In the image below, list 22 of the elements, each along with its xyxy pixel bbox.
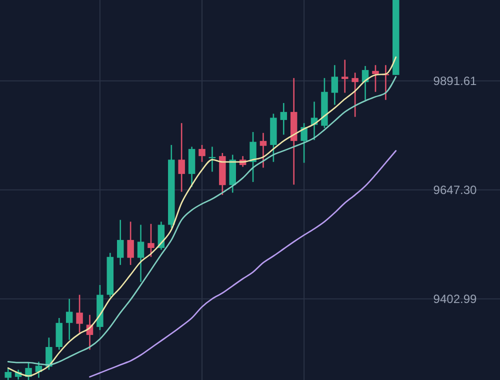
candlestick [116,219,124,266]
line-series [89,150,397,378]
candlestick [250,131,256,183]
candlestick [280,102,288,136]
candlestick [148,223,154,258]
candlestick [331,64,338,106]
y-tick-label: 9647.30 [433,183,478,198]
candlestick [76,294,83,334]
y-tick-label: 9891.61 [433,74,478,88]
candlestick [342,59,348,94]
candlestick [260,132,267,168]
candlestick [352,72,358,118]
candlestick [178,122,185,192]
y-tick-label: 9402.99 [433,292,478,306]
candlestick [46,336,52,370]
candlestick [4,367,12,380]
candlestick [66,298,73,341]
candlestick [137,224,144,283]
candlestick [127,221,134,266]
candlestick [300,122,308,164]
candlestick [372,64,379,93]
candlestick [198,144,206,163]
